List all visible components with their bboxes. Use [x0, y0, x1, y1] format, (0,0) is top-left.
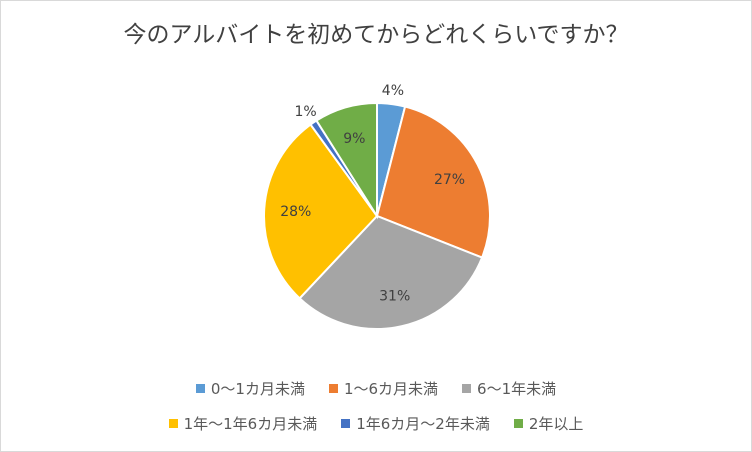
- legend-label: 2年以上: [528, 415, 584, 433]
- legend-swatch: [195, 384, 205, 393]
- legend-item: 6～1年未満: [462, 378, 556, 399]
- chart-title: 今のアルバイトを初めてからどれくらいですか？: [123, 22, 629, 48]
- legend-swatch: [341, 419, 351, 428]
- legend-label: 0～1カ月未満: [210, 380, 305, 398]
- data-label: 1%: [294, 104, 316, 120]
- data-label: 31%: [379, 288, 410, 304]
- legend-item: 2年以上: [513, 413, 584, 434]
- legend-item: 1年～1年6カ月未満: [168, 413, 318, 434]
- legend-row: 0～1カ月未満 1～6カ月未満 6～1年未満: [1, 378, 751, 399]
- pie-slice: [315, 101, 378, 220]
- pie-slice: [298, 214, 484, 330]
- pie-slice: [375, 105, 491, 259]
- legend-swatch: [168, 419, 178, 428]
- legend-label: 1年～1年6カ月未満: [183, 415, 318, 433]
- legend-swatch: [462, 384, 472, 393]
- data-label: 9%: [343, 131, 365, 147]
- legend-row: 1年～1年6カ月未満 1年6カ月～2年未満 2年以上: [1, 413, 751, 434]
- legend-item: 1年6カ月～2年未満: [341, 413, 490, 434]
- legend-swatch: [513, 419, 523, 428]
- legend-swatch: [328, 384, 338, 393]
- legend-label: 6～1年未満: [477, 380, 557, 398]
- pie-slice: [263, 123, 379, 300]
- legend-label: 1～6カ月未満: [343, 380, 439, 398]
- legend-item: 1～6カ月未満: [328, 378, 439, 399]
- data-label: 28%: [280, 204, 311, 220]
- legend-label: 1年6カ月～2年未満: [356, 415, 490, 433]
- legend-item: 0～1カ月未満: [195, 378, 305, 399]
- data-label: 27%: [434, 172, 465, 188]
- data-label: 4%: [382, 83, 404, 99]
